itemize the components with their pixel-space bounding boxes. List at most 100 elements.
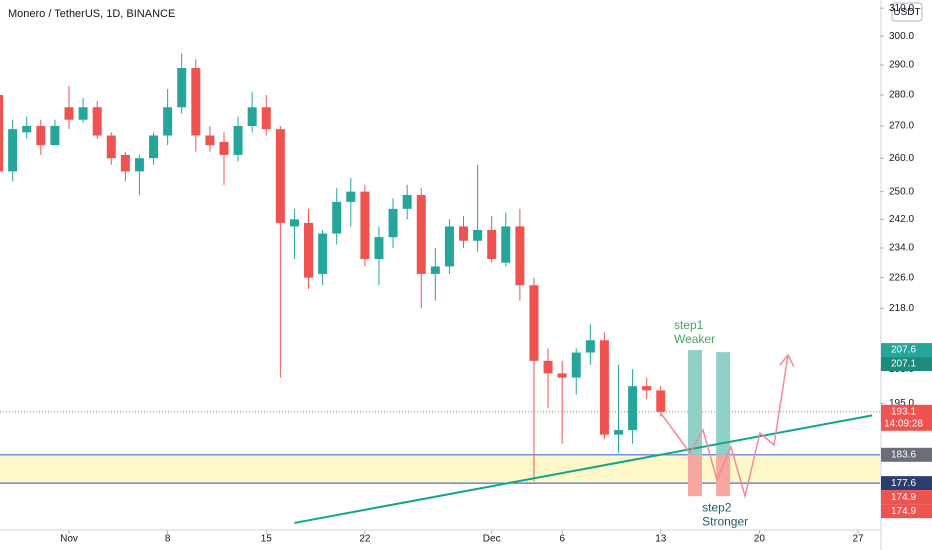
candle-body: [163, 107, 173, 136]
candle-body: [628, 386, 638, 431]
axis-layer: 310.0 300.0 290.0 280.0 270.0 260.0 250.0 242.0…: [60, 3, 932, 545]
candle-body: [177, 68, 187, 108]
x-tick-label: 27: [852, 534, 864, 545]
target-box: [687, 350, 702, 455]
price-label: 174.9: [891, 506, 916, 517]
candle-body: [374, 237, 384, 260]
candle-body: [529, 285, 539, 361]
price-label: 177.6: [891, 478, 916, 489]
y-tick-label: 310.0: [889, 3, 914, 14]
candle-body: [473, 229, 483, 241]
price-label: 183.6: [891, 449, 916, 460]
candle-body: [543, 360, 553, 374]
y-tick-label: 270.0: [889, 121, 914, 132]
currency-box: [891, 2, 923, 22]
y-tick-label: 300.0: [889, 31, 914, 42]
x-tick-label: 6: [559, 534, 565, 545]
candle-body: [416, 195, 426, 274]
x-tick-label: Dec: [483, 534, 501, 545]
price-label-box: [881, 357, 932, 372]
price-label-box: [881, 343, 932, 358]
annotation: step1: [674, 318, 704, 332]
price-label-box: [881, 504, 932, 519]
candle-body: [642, 386, 652, 391]
candle-body: [289, 219, 299, 227]
candle-body: [656, 390, 666, 412]
candle-body: [205, 135, 215, 146]
candle-body: [134, 158, 144, 172]
y-tick-label: 234.0: [889, 243, 914, 254]
candle-body: [8, 129, 18, 172]
currency: USDT: [893, 7, 920, 18]
chart-title: Monero / TetherUS, 1D, BINANCE: [8, 8, 175, 20]
candle-body: [360, 191, 370, 260]
candle-body: [36, 125, 46, 146]
candle-body: [614, 430, 624, 435]
price-label-box: [881, 476, 932, 491]
forecast-path: [659, 354, 789, 499]
x-tick-label: 20: [754, 534, 766, 545]
candle-body: [346, 191, 356, 202]
candle-body: [501, 226, 511, 263]
annotation: Stronger: [702, 514, 748, 528]
candle-body: [0, 94, 4, 172]
candle-body: [557, 373, 567, 378]
candle-body: [459, 226, 469, 241]
stop-box: [687, 454, 702, 497]
candle-body: [444, 226, 454, 267]
candle-body: [430, 266, 440, 274]
zone-layer: [0, 350, 880, 497]
price-label: 193.1: [891, 406, 916, 417]
candle-body: [275, 129, 285, 223]
candle-body: [599, 340, 609, 435]
candle-body: [78, 107, 88, 120]
price-label-box: [881, 490, 932, 505]
x-tick-label: 15: [261, 534, 273, 545]
y-tick-label: 250.0: [889, 186, 914, 197]
target-box: [716, 352, 731, 455]
candle-body: [92, 107, 102, 136]
candle-body: [149, 135, 159, 159]
y-tick-label: 195.0: [889, 398, 914, 409]
y-tick-label: 290.0: [889, 60, 914, 71]
candle-body: [261, 107, 271, 130]
x-tick-label: 8: [165, 534, 171, 545]
candle-body: [120, 154, 130, 172]
y-tick-label: 260.0: [889, 153, 914, 164]
candle-body: [402, 195, 412, 209]
price-label: 174.9: [891, 492, 916, 503]
candle-body: [247, 107, 257, 126]
price-countdown: 14:09:28: [884, 418, 923, 429]
candle-body: [487, 229, 497, 260]
candle-body: [304, 222, 314, 278]
candle-body: [64, 107, 74, 120]
candle-body: [332, 201, 342, 234]
y-tick-label: 218.0: [889, 303, 914, 314]
price-label: 207.1: [891, 359, 916, 370]
x-tick-label: Nov: [60, 534, 78, 545]
support-zone: [0, 454, 880, 484]
price-label-box: [881, 404, 932, 431]
x-tick-label: 13: [655, 534, 667, 545]
candle-body: [50, 125, 60, 146]
candle-body: [219, 141, 229, 155]
y-tick-label: 226.0: [889, 272, 914, 283]
candle-body: [22, 125, 32, 133]
candle-body: [585, 340, 595, 353]
candle-body: [106, 135, 116, 159]
x-tick-label: 22: [359, 534, 371, 545]
forecast-arrow: [779, 353, 795, 368]
candle-body: [233, 125, 243, 155]
candle-body: [571, 352, 581, 378]
stop-box: [716, 454, 731, 497]
y-tick-label: 280.0: [889, 90, 914, 101]
y-tick-label: 242.0: [889, 214, 914, 225]
price-label-box: [881, 447, 932, 462]
candle-body: [318, 233, 328, 274]
annotation: Weaker: [674, 332, 715, 346]
candle-body: [191, 68, 201, 136]
candle-body: [388, 208, 398, 238]
price-label: 207.6: [891, 345, 916, 356]
annotation: step2: [702, 500, 732, 514]
